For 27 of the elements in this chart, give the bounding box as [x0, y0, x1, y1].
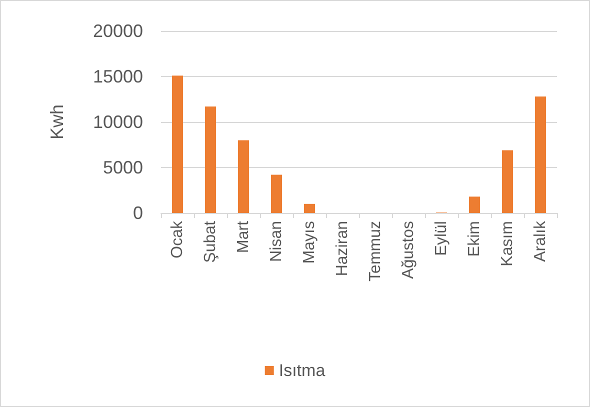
- x-tick-label: Nisan: [268, 221, 285, 262]
- bar: [172, 76, 183, 213]
- y-tick-label: 20000: [92, 21, 143, 41]
- x-tick-label: Haziran: [334, 221, 351, 276]
- bar: [271, 174, 282, 213]
- y-tick-label: 5000: [102, 158, 143, 178]
- x-tick-label: Aralık: [532, 220, 549, 262]
- x-tick-label: Temmuz: [367, 221, 384, 282]
- bar: [205, 106, 216, 213]
- bar: [238, 140, 249, 213]
- x-tick-label: Mayıs: [301, 221, 318, 264]
- x-tick-label: Kasım: [499, 221, 516, 266]
- y-tick-label: 0: [132, 203, 143, 223]
- bar: [502, 150, 513, 213]
- bar: [535, 96, 546, 213]
- x-tick-label: Ekim: [466, 221, 483, 257]
- x-tick-label: Ocak: [169, 220, 186, 258]
- bar: [469, 196, 480, 213]
- y-tick-label: 15000: [92, 66, 143, 86]
- x-tick-label: Eylül: [433, 221, 450, 256]
- x-tick-label: Şubat: [202, 220, 219, 263]
- legend-label: Isıtma: [278, 361, 326, 380]
- y-axis-title: Kwh: [47, 104, 67, 140]
- bar: [304, 204, 315, 213]
- x-tick-label: Ağustos: [400, 221, 417, 279]
- x-tick-label: Mart: [235, 220, 252, 253]
- y-tick-label: 10000: [92, 112, 143, 132]
